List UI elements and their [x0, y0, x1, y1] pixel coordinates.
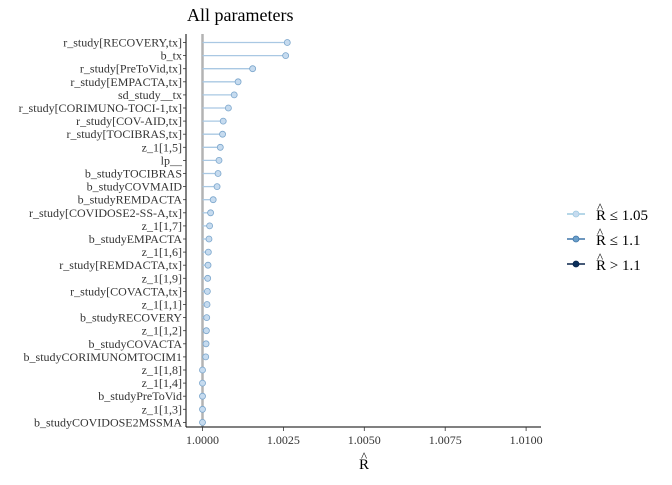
- x-tick-label: 1.0075: [429, 433, 462, 447]
- x-tick-label: 1.0025: [267, 433, 300, 447]
- legend-label: R ≤ 1.1: [596, 233, 641, 249]
- y-tick-label: r_study[PreToVid,tx]: [80, 62, 182, 76]
- y-tick-label: r_study[CORIMUNO-TOCI-1,tx]: [19, 101, 182, 115]
- data-point: [202, 340, 210, 348]
- x-tick-label: 1.0100: [510, 433, 543, 447]
- data-point: [207, 209, 214, 217]
- y-tick-label: z_1[1,5]: [142, 140, 182, 154]
- y-tick-label: b_studyCOVMAID: [87, 180, 183, 194]
- legend-marker: [572, 235, 580, 243]
- y-tick-label: lp__: [161, 153, 183, 167]
- y-tick-label: r_study[EMPACTA,tx]: [70, 75, 182, 89]
- data-point: [199, 379, 206, 387]
- y-tick-label: b_studyREMDACTA: [78, 193, 183, 207]
- y-tick-label: z_1[1,2]: [142, 324, 182, 338]
- data-point: [199, 392, 206, 400]
- data-point: [230, 91, 238, 99]
- chart-title: All parameters: [187, 5, 293, 25]
- legend-marker: [572, 210, 580, 218]
- legend-hat: ^: [597, 250, 603, 265]
- data-point: [204, 261, 212, 269]
- data-point: [203, 287, 211, 295]
- y-tick-label: z_1[1,1]: [142, 298, 182, 312]
- data-point: [199, 366, 206, 374]
- data-point: [202, 353, 210, 361]
- y-tick-label: b_studyTOCIBRAS: [85, 167, 182, 181]
- data-point: [224, 104, 232, 112]
- data-point: [216, 143, 224, 151]
- data-point: [206, 222, 214, 230]
- y-tick-label: b_tx: [161, 49, 182, 63]
- y-tick-label: r_study[COVIDOSE2-SS-A,tx]: [29, 206, 182, 220]
- y-tick-label: b_studyCOVIDOSE2MSSMA: [34, 415, 182, 429]
- data-point: [219, 117, 227, 125]
- x-axis-label: R: [359, 457, 369, 473]
- data-point: [204, 248, 212, 256]
- y-tick-label: b_studyCORIMUNOMTOCIM1: [24, 350, 182, 364]
- data-point: [282, 52, 290, 59]
- data-point: [203, 314, 211, 322]
- y-tick-label: b_studyCOVACTA: [89, 337, 183, 351]
- plot-area: [199, 34, 291, 427]
- data-point: [234, 78, 242, 86]
- y-tick-label: z_1[1,3]: [142, 402, 182, 416]
- legend-marker: [572, 260, 580, 268]
- data-point: [213, 183, 221, 191]
- data-point: [283, 39, 291, 46]
- data-point: [214, 170, 222, 177]
- legend-hat: ^: [597, 200, 603, 215]
- y-tick-label: r_study[RECOVERY,tx]: [63, 36, 182, 50]
- y-tick-label: r_study[TOCIBRAS,tx]: [67, 127, 182, 141]
- y-tick-label: b_studyEMPACTA: [89, 232, 183, 246]
- y-tick-label: z_1[1,7]: [142, 219, 182, 233]
- x-axis-hat: ^: [361, 449, 367, 464]
- y-tick-label: b_studyPreToVid: [98, 389, 182, 403]
- data-point: [203, 301, 211, 308]
- y-tick-label: b_studyRECOVERY: [80, 311, 182, 325]
- y-tick-label: sd_study__tx: [118, 88, 182, 102]
- y-tick-label: z_1[1,8]: [142, 363, 182, 377]
- data-point: [209, 196, 217, 204]
- y-tick-label: r_study[REMDACTA,tx]: [59, 258, 182, 272]
- legend: ^R ≤ 1.05^R ≤ 1.1^R > 1.1: [567, 200, 648, 274]
- x-tick-label: 1.0000: [186, 433, 219, 447]
- y-tick-label: z_1[1,6]: [142, 245, 182, 259]
- y-tick-label: r_study[COV-AID,tx]: [76, 114, 182, 128]
- legend-label: R ≤ 1.05: [596, 208, 648, 224]
- y-tick-label: z_1[1,4]: [142, 376, 182, 390]
- data-point: [215, 156, 223, 164]
- data-point: [199, 418, 206, 426]
- y-tick-label: z_1[1,9]: [142, 271, 182, 285]
- legend-label: R > 1.1: [596, 258, 641, 274]
- data-point: [219, 130, 226, 138]
- data-point: [204, 274, 212, 282]
- y-tick-label: r_study[COVACTA,tx]: [70, 284, 182, 298]
- legend-hat: ^: [597, 225, 603, 240]
- x-axis: r_study[RECOVERY,tx]b_txr_study[PreToVid…: [19, 34, 543, 473]
- data-point: [249, 65, 257, 73]
- x-tick-label: 1.0050: [348, 433, 381, 447]
- data-point: [205, 235, 213, 243]
- data-point: [199, 405, 206, 413]
- data-point: [202, 327, 210, 335]
